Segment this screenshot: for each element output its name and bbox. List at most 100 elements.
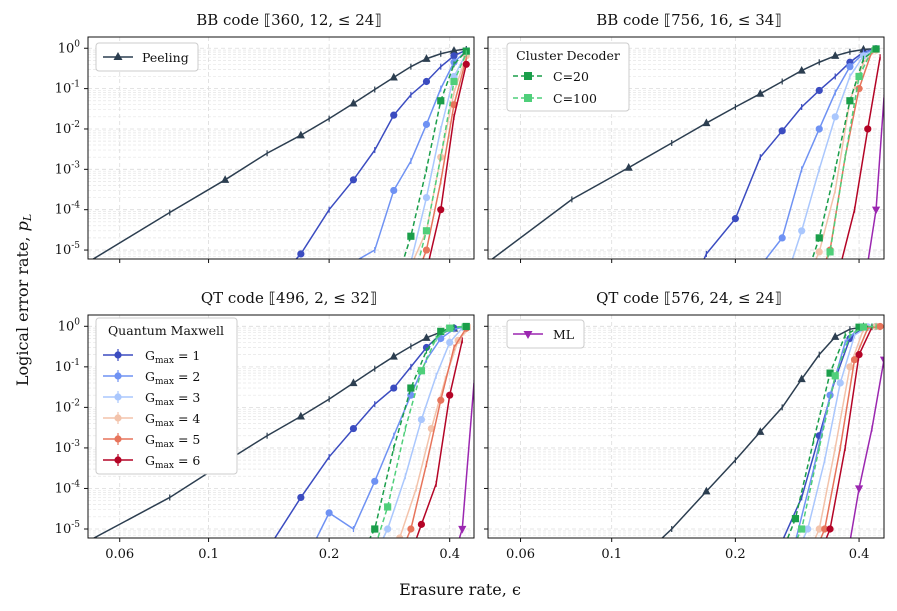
data-point — [855, 72, 863, 81]
data-point — [417, 520, 426, 528]
data-point — [407, 384, 415, 392]
data-point — [296, 411, 305, 420]
legend-cluster: Cluster Decoder C=20 C=100 — [506, 42, 630, 112]
data-point — [389, 72, 398, 81]
data-point — [417, 415, 426, 424]
panel-title: BB code ⟦360, 12, ≤ 24⟧ — [196, 11, 382, 29]
x-tick-label: 0.06 — [506, 547, 535, 562]
data-point — [855, 351, 863, 359]
data-point — [432, 607, 440, 611]
legend-peeling: Peeling — [95, 42, 199, 72]
x-tick-label: 0.06 — [105, 547, 134, 562]
data-point — [396, 534, 404, 538]
circle-marker — [114, 456, 122, 464]
legend-entry: ML — [553, 327, 574, 342]
y-axis-label: Logical error rate, pL — [13, 214, 34, 386]
data-point — [826, 525, 834, 533]
data-point — [831, 332, 840, 340]
data-point — [297, 250, 305, 258]
series-line — [867, 97, 884, 259]
legend-entry: Peeling — [142, 50, 189, 65]
data-point — [791, 515, 800, 523]
series-line — [274, 325, 467, 538]
x-tick-label: 0.1 — [198, 547, 219, 562]
data-point — [326, 606, 333, 611]
data-point — [872, 45, 880, 53]
data-point — [437, 206, 445, 214]
data-point — [437, 396, 445, 404]
legend-entry: C=100 — [553, 91, 597, 106]
data-point — [702, 118, 711, 127]
data-point — [446, 324, 454, 332]
axes-frame — [487, 314, 885, 539]
data-point — [831, 51, 840, 59]
data-point — [854, 485, 864, 494]
series-line — [841, 57, 881, 259]
data-point — [826, 369, 834, 377]
axes-frame — [487, 36, 885, 260]
data-point — [342, 606, 349, 611]
circle-marker — [114, 351, 122, 359]
data-point — [798, 227, 806, 235]
x-tick-label: 0.4 — [439, 547, 460, 562]
data-point — [221, 175, 230, 183]
y-tick-label: 10-3 — [55, 439, 81, 456]
data-point — [855, 323, 863, 331]
data-point — [407, 525, 415, 533]
series-line — [826, 49, 873, 259]
data-point — [779, 606, 786, 611]
data-point — [384, 503, 392, 511]
y-tick-label: 10-2 — [55, 120, 80, 137]
data-point — [297, 493, 305, 502]
data-point — [815, 248, 823, 256]
data-point — [407, 263, 414, 270]
data-point — [450, 52, 458, 60]
data-point — [446, 338, 454, 347]
legend-entry: Gmax = 3 — [145, 390, 200, 408]
data-point — [778, 127, 786, 135]
data-point — [837, 263, 844, 270]
data-point — [462, 60, 470, 68]
series-line — [415, 340, 464, 538]
circle-marker — [114, 372, 122, 380]
x-tick-label: 0.1 — [601, 547, 622, 562]
data-point — [826, 607, 834, 611]
data-point — [450, 77, 458, 86]
circle-marker — [114, 414, 122, 422]
data-point — [797, 374, 806, 383]
data-point — [446, 391, 454, 399]
series-line — [791, 48, 877, 259]
data-point — [756, 89, 765, 97]
data-point — [625, 565, 633, 573]
data-point — [325, 509, 333, 517]
panel-title: BB code ⟦756, 16, ≤ 34⟧ — [596, 11, 782, 29]
panel-title: QT code ⟦576, 24, ≤ 24⟧ — [596, 289, 782, 307]
series-layer — [625, 322, 884, 611]
data-point — [349, 98, 358, 107]
data-point — [846, 63, 854, 71]
data-point — [222, 606, 229, 611]
data-point — [798, 525, 806, 533]
series-line — [382, 327, 463, 538]
data-point — [422, 193, 431, 202]
data-point — [859, 44, 868, 53]
series-line — [91, 48, 467, 259]
data-point — [437, 327, 445, 335]
data-point — [756, 427, 765, 435]
y-tick-label: 10-3 — [55, 160, 81, 177]
data-point — [797, 65, 806, 74]
data-point — [846, 97, 854, 105]
data-point — [778, 234, 786, 242]
data-point — [749, 606, 756, 611]
data-point — [407, 232, 415, 240]
data-point — [349, 424, 358, 433]
data-point — [804, 525, 812, 533]
panel-title: QT code ⟦496, 2, ≤ 32⟧ — [201, 289, 377, 307]
data-point — [389, 351, 398, 360]
x-tick-label: 0.4 — [849, 547, 870, 562]
data-point — [263, 606, 270, 611]
data-point — [846, 363, 854, 371]
series-layer — [88, 45, 470, 270]
data-point — [879, 356, 884, 365]
